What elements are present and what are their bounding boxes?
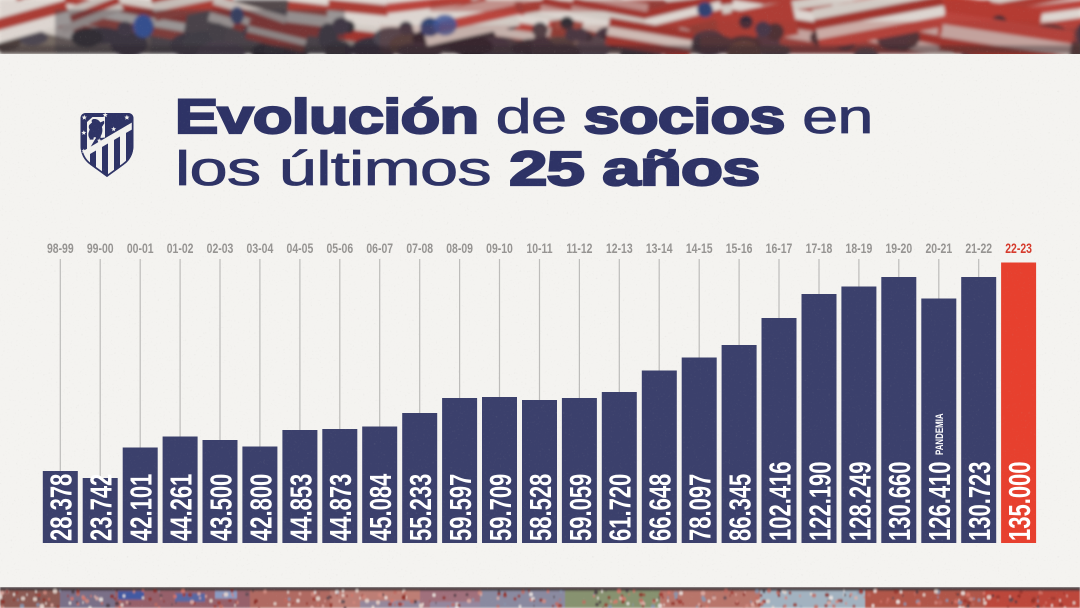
svg-text:21-22: 21-22 (965, 241, 992, 257)
svg-text:59.059: 59.059 (563, 474, 598, 541)
svg-text:44.853: 44.853 (284, 474, 319, 541)
svg-text:102.416: 102.416 (763, 461, 798, 541)
svg-text:135.000: 135.000 (1002, 461, 1037, 541)
svg-text:126.410: 126.410 (923, 461, 958, 541)
svg-text:44.261: 44.261 (164, 474, 199, 541)
svg-text:59.597: 59.597 (443, 474, 478, 541)
svg-text:02-03: 02-03 (207, 241, 234, 257)
svg-text:09-10: 09-10 (486, 241, 513, 257)
svg-text:58.528: 58.528 (523, 474, 558, 541)
svg-text:20-21: 20-21 (925, 241, 952, 257)
svg-text:99-00: 99-00 (87, 241, 114, 257)
svg-text:55.233: 55.233 (403, 474, 438, 541)
svg-text:14-15: 14-15 (686, 241, 713, 257)
svg-text:45.084: 45.084 (363, 474, 398, 541)
svg-text:42.101: 42.101 (124, 474, 159, 541)
svg-text:130.660: 130.660 (883, 461, 918, 541)
svg-text:61.720: 61.720 (603, 474, 638, 541)
svg-text:13-14: 13-14 (646, 241, 673, 257)
svg-text:42.800: 42.800 (244, 474, 279, 541)
svg-text:17-18: 17-18 (806, 241, 833, 257)
svg-text:44.873: 44.873 (324, 474, 359, 541)
svg-text:128.249: 128.249 (843, 461, 878, 541)
svg-text:22-23: 22-23 (1005, 241, 1032, 257)
svg-text:122.190: 122.190 (803, 461, 838, 541)
svg-text:00-01: 00-01 (127, 241, 154, 257)
svg-text:16-17: 16-17 (766, 241, 793, 257)
svg-text:06-07: 06-07 (366, 241, 393, 257)
svg-text:43.500: 43.500 (204, 474, 239, 541)
svg-text:130.723: 130.723 (962, 461, 997, 541)
svg-text:04-05: 04-05 (287, 241, 314, 257)
svg-text:12-13: 12-13 (606, 241, 633, 257)
svg-text:05-06: 05-06 (326, 241, 353, 257)
svg-text:23.742: 23.742 (84, 474, 119, 541)
svg-text:66.648: 66.648 (643, 474, 678, 541)
svg-text:10-11: 10-11 (526, 241, 552, 257)
svg-text:08-09: 08-09 (446, 241, 473, 257)
svg-text:18-19: 18-19 (846, 241, 873, 257)
svg-text:01-02: 01-02 (167, 241, 194, 257)
svg-text:11-12: 11-12 (566, 241, 592, 257)
svg-text:59.709: 59.709 (483, 474, 518, 541)
svg-text:86.345: 86.345 (723, 474, 758, 541)
svg-text:03-04: 03-04 (247, 241, 274, 257)
svg-text:PANDEMIA: PANDEMIA (934, 413, 947, 455)
svg-text:98-99: 98-99 (47, 241, 74, 257)
svg-text:19-20: 19-20 (885, 241, 912, 257)
svg-text:28.378: 28.378 (44, 474, 79, 541)
svg-text:07-08: 07-08 (406, 241, 433, 257)
svg-text:78.097: 78.097 (683, 474, 718, 541)
svg-text:15-16: 15-16 (726, 241, 753, 257)
